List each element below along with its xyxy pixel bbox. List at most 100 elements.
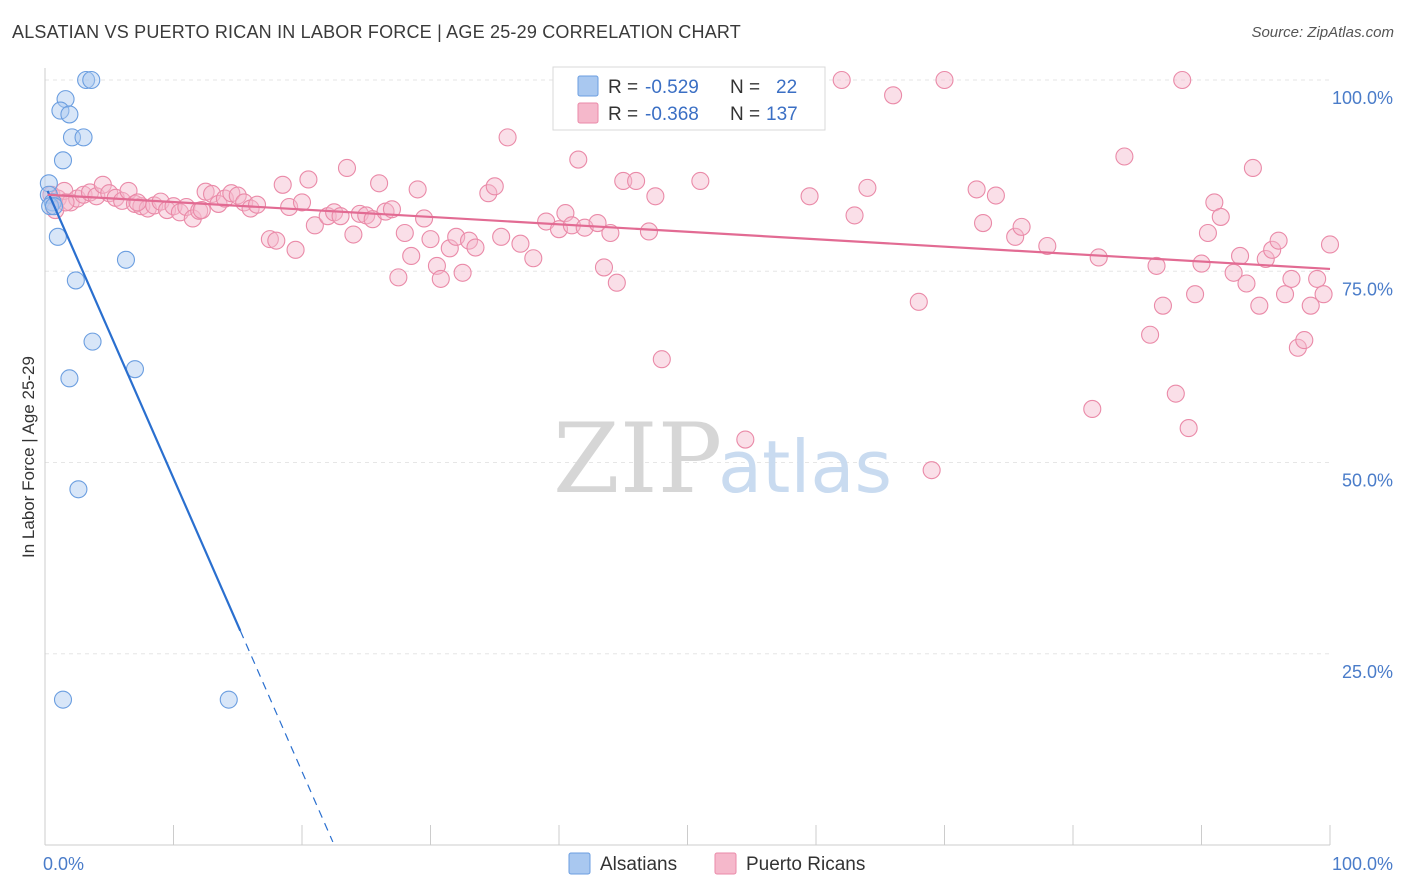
data-point: [1308, 269, 1327, 288]
data-point: [77, 70, 96, 90]
data-point: [48, 227, 67, 246]
data-points: [39, 70, 1340, 709]
data-point: [1275, 285, 1295, 304]
data-point: [247, 195, 267, 214]
data-point: [1038, 236, 1057, 256]
data-point: [652, 350, 671, 369]
legend-swatch-alsatians: [577, 75, 599, 97]
data-point: [305, 216, 324, 235]
legend-n-label: N =: [730, 104, 760, 125]
data-point: [459, 231, 479, 250]
data-point: [56, 90, 75, 109]
legend-n-value: 137: [766, 104, 798, 125]
data-point: [736, 430, 755, 449]
series-legend-swatch-puerto-ricans: [714, 852, 737, 875]
data-point: [1147, 256, 1166, 275]
series-legend: Alsatians Puerto Ricans: [568, 852, 865, 875]
y-tick-label: 75.0%: [1342, 279, 1393, 299]
data-point: [691, 171, 710, 191]
data-point: [260, 230, 279, 249]
data-point: [1153, 296, 1172, 315]
legend-swatch-puerto-ricans: [577, 102, 599, 124]
data-point: [60, 105, 79, 124]
data-point: [431, 269, 450, 288]
data-point: [1211, 207, 1230, 226]
data-point: [453, 263, 472, 282]
chart-title: ALSATIAN VS PUERTO RICAN IN LABOR FORCE …: [12, 22, 741, 42]
data-point: [614, 171, 633, 191]
data-point: [909, 292, 928, 311]
data-point: [82, 70, 101, 90]
data-point: [60, 369, 79, 388]
legend-n-value: 22: [776, 77, 797, 98]
data-point: [337, 158, 357, 178]
data-point: [627, 171, 646, 191]
y-tick-label: 25.0%: [1342, 662, 1393, 682]
data-point: [395, 223, 414, 243]
legend-r-label: R =: [608, 77, 638, 98]
data-point: [421, 230, 440, 249]
data-point: [1295, 331, 1314, 350]
data-point: [492, 227, 511, 246]
data-point: [485, 177, 504, 196]
data-point: [884, 86, 903, 105]
legend-n-label: N =: [730, 77, 760, 98]
x-tick-label: 100.0%: [1332, 854, 1393, 874]
legend-r-label: R =: [608, 104, 638, 125]
data-point: [128, 193, 147, 212]
data-point: [1320, 235, 1340, 254]
source-credit: Source: ZipAtlas.com: [1251, 24, 1394, 41]
data-point: [53, 151, 73, 170]
trend-line: [46, 190, 242, 632]
data-point: [511, 234, 530, 253]
series-alsatians: [39, 70, 238, 709]
data-point: [370, 174, 389, 193]
data-point: [1237, 274, 1256, 293]
data-point: [267, 231, 286, 250]
data-point: [1179, 419, 1198, 438]
axes: [44, 68, 1331, 846]
data-point: [524, 249, 543, 268]
stats-legend: R = -0.529 N = 22 R = -0.368 N = 137: [552, 66, 826, 131]
trend-line-extension: [239, 630, 334, 843]
data-point: [646, 187, 665, 206]
trend-line: [47, 193, 1331, 271]
data-point: [402, 246, 421, 265]
data-point: [1314, 285, 1333, 304]
data-point: [601, 223, 620, 243]
y-tick-labels: 100.0% 75.0% 50.0% 25.0%: [1332, 88, 1393, 682]
y-axis-title: In Labor Force | Age 25-29: [19, 356, 38, 558]
data-point: [1301, 296, 1320, 315]
data-point: [479, 184, 498, 203]
data-point: [967, 180, 986, 199]
data-point: [83, 332, 102, 351]
data-point: [1012, 217, 1031, 236]
data-point: [858, 178, 877, 197]
data-point: [1231, 246, 1250, 265]
data-point: [192, 201, 211, 220]
data-point: [415, 209, 434, 228]
y-tick-label: 50.0%: [1342, 471, 1393, 491]
data-point: [1083, 399, 1102, 419]
data-point: [466, 238, 485, 257]
data-point: [922, 461, 941, 480]
legend-r-value: -0.529: [645, 77, 699, 98]
data-point: [845, 206, 864, 225]
data-point: [69, 480, 88, 499]
data-point: [639, 222, 659, 241]
data-point: [116, 250, 136, 269]
data-point: [56, 193, 75, 212]
data-point: [219, 690, 238, 709]
y-tick-label: 100.0%: [1332, 88, 1393, 108]
data-point: [440, 239, 459, 258]
data-point: [935, 70, 954, 90]
x-tick-labels: 0.0% 100.0%: [43, 854, 1393, 874]
series-legend-swatch-alsatians: [568, 852, 591, 875]
data-point: [292, 193, 312, 212]
data-point: [1115, 147, 1134, 166]
grid-lines: [45, 79, 1330, 655]
data-point: [408, 180, 427, 199]
data-point: [1198, 223, 1217, 243]
data-point: [1141, 325, 1160, 344]
